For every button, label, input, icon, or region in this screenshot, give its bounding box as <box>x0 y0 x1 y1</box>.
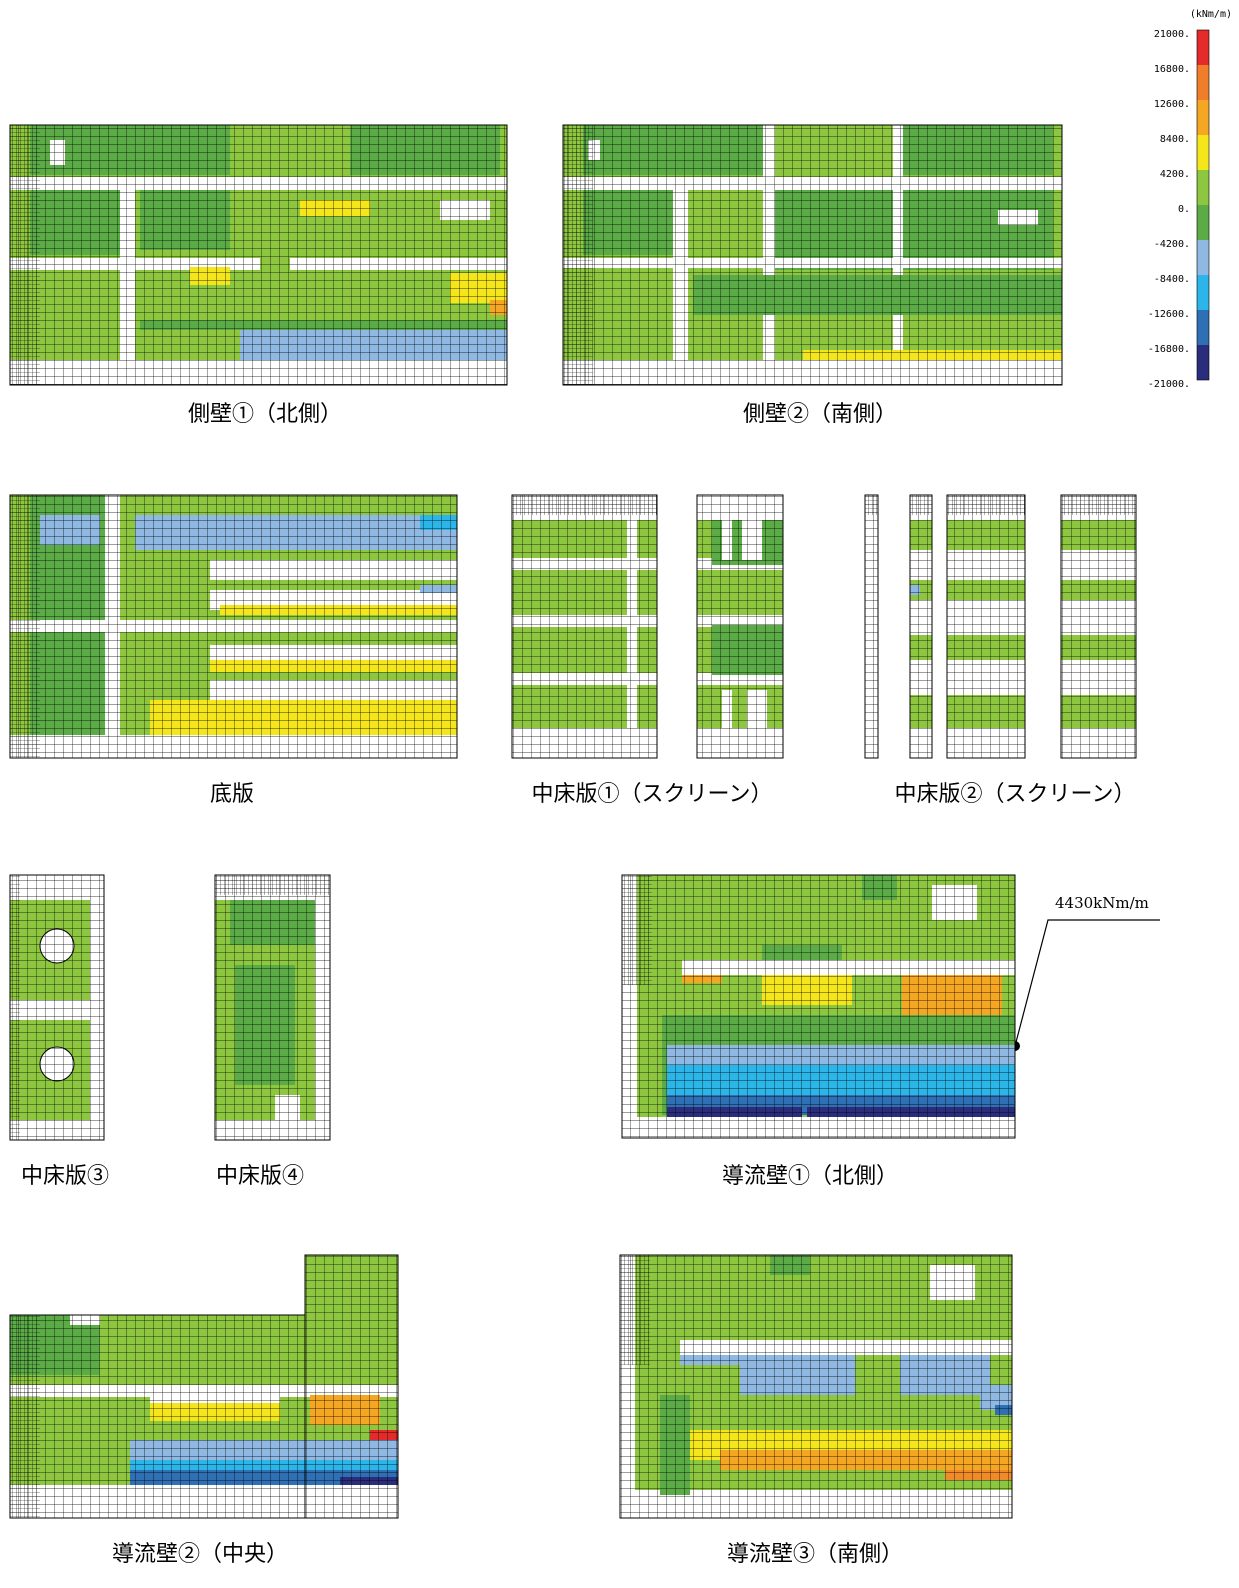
panel-body <box>622 875 1015 1138</box>
leader-line <box>1014 919 1160 1047</box>
mesh <box>910 495 932 758</box>
legend-unit: (kNm/m) <box>1190 9 1232 20</box>
legend-label: -16800. <box>1148 344 1190 355</box>
panel-body <box>10 125 507 385</box>
legend-swatch <box>1197 310 1209 345</box>
panel-border <box>9 494 458 759</box>
mesh <box>622 875 1015 1138</box>
legend-swatch <box>1197 275 1209 310</box>
contour-panel <box>864 494 1137 759</box>
legend-label: -21000. <box>1148 379 1190 390</box>
legend-swatch <box>1197 240 1209 275</box>
legend-swatch <box>1197 30 1209 65</box>
contour-panel <box>562 124 1063 386</box>
panel-border <box>562 124 1063 386</box>
panel-label: 底版 <box>210 782 254 807</box>
panel-label: 導流壁②（中央） <box>112 1542 288 1567</box>
panel-border <box>619 1254 1013 1519</box>
mesh <box>10 495 457 758</box>
mesh <box>10 125 507 385</box>
contour-panel <box>619 1254 1013 1519</box>
contour-panel <box>214 874 331 1141</box>
legend-label: -4200. <box>1154 239 1190 250</box>
mesh-dense <box>622 875 652 985</box>
legend-label: 4200. <box>1160 169 1190 180</box>
mesh <box>563 125 1062 385</box>
legend-swatch <box>1197 65 1209 100</box>
mesh <box>305 1255 398 1518</box>
mesh-dense <box>563 125 593 385</box>
mesh <box>1061 495 1136 758</box>
panel-body <box>215 875 330 1140</box>
mesh <box>697 495 783 758</box>
legend-label: 12600. <box>1154 99 1190 110</box>
legend-swatch <box>1197 345 1209 380</box>
legend-frame <box>1196 29 1210 381</box>
mesh-dense <box>620 1255 650 1365</box>
contour-panel <box>9 494 458 759</box>
panel-body <box>10 1255 398 1518</box>
panel-label: 中床版④ <box>216 1164 304 1189</box>
legend-swatch <box>1197 170 1209 205</box>
contour-panel <box>511 494 784 759</box>
mesh-dense <box>215 875 330 895</box>
contour-panel <box>9 124 508 386</box>
panel-border <box>696 494 784 759</box>
panel-label: 中床版②（スクリーン） <box>895 782 1136 807</box>
mesh <box>947 495 1025 758</box>
mesh-dense <box>10 495 40 758</box>
panel-body <box>620 1255 1012 1518</box>
legend-swatch <box>1197 100 1209 135</box>
mesh <box>512 495 657 758</box>
mesh <box>10 1315 305 1518</box>
legend-swatch <box>1197 135 1209 170</box>
panel-border <box>9 124 508 386</box>
mesh <box>10 875 104 1140</box>
mesh-dense <box>10 875 20 1140</box>
contour-panel <box>9 1254 399 1519</box>
panel-border <box>621 874 1016 1139</box>
mesh-dense <box>865 495 1136 515</box>
mesh-dense <box>512 495 657 515</box>
panel-label: 中床版③ <box>21 1164 109 1189</box>
panel-border <box>511 494 658 759</box>
panel-border <box>864 494 879 759</box>
contour-panel <box>621 874 1016 1139</box>
panel-label: 側壁②（南側） <box>743 402 897 427</box>
panel-label: 導流壁③（南側） <box>727 1542 903 1567</box>
panel-label: 導流壁①（北側） <box>722 1164 898 1189</box>
panel-body <box>512 495 783 758</box>
legend-swatch <box>1197 205 1209 240</box>
legend-label: -12600. <box>1148 309 1190 320</box>
legend-label: 0. <box>1178 204 1190 215</box>
legend-label: 21000. <box>1154 29 1190 40</box>
mesh <box>865 495 878 758</box>
annotation: 4430kNm/m <box>1055 894 1149 912</box>
legend-label: -8400. <box>1154 274 1190 285</box>
legend-label: 16800. <box>1154 64 1190 75</box>
panel-label: 中床版①（スクリーン） <box>532 782 773 807</box>
mesh <box>620 1255 1012 1518</box>
panel-border <box>946 494 1026 759</box>
panel-body <box>865 495 1136 758</box>
legend-label: 8400. <box>1160 134 1190 145</box>
panel-border <box>304 1254 399 1519</box>
contour-panel <box>9 874 105 1141</box>
panel-body <box>563 125 1062 385</box>
panel-border <box>9 874 105 1141</box>
panel-border <box>1060 494 1137 759</box>
mesh-dense <box>10 1315 40 1518</box>
panel-border <box>214 874 331 1141</box>
panel-label: 側壁①（北側） <box>188 402 342 427</box>
panel-body <box>10 875 104 1140</box>
mesh-dense <box>10 125 40 385</box>
mesh <box>215 875 330 1140</box>
panel-body <box>10 495 457 758</box>
panel-border <box>909 494 933 759</box>
